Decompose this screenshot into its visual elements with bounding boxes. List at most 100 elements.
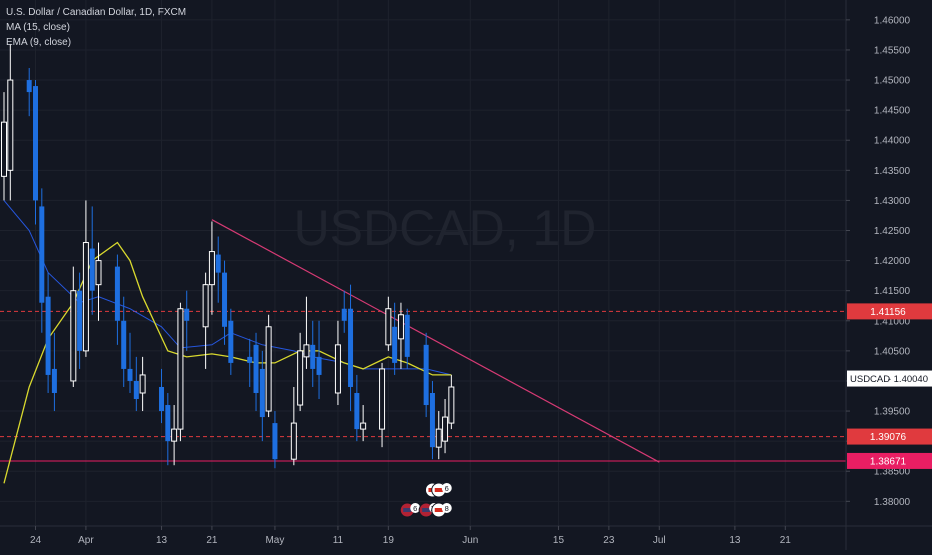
candle-body-up [177, 308, 184, 430]
grid [0, 0, 846, 526]
candle [341, 290, 347, 333]
candle-body-down [159, 386, 165, 412]
candle [442, 399, 449, 454]
level-price-badge [847, 452, 932, 469]
candles [1, 43, 455, 469]
price-tick-label: 1.39500 [874, 407, 911, 418]
price-tick-label: 1.41500 [874, 286, 911, 297]
time-tick-label: 24 [30, 535, 42, 546]
candle [45, 272, 51, 393]
candle-body-down [127, 368, 133, 381]
candle [435, 411, 442, 460]
price-tick-label: 1.44000 [874, 136, 911, 147]
candle-body-down [33, 86, 39, 201]
candle [89, 206, 95, 315]
candle-body-up [297, 350, 304, 406]
candle-body-up [379, 368, 386, 430]
candle [360, 405, 367, 442]
level-price-badge [847, 303, 932, 320]
level-price-label: 1.38671 [870, 456, 907, 467]
candle-body-down [392, 326, 398, 363]
flag-stripe [434, 488, 443, 492]
candle-body-up [7, 79, 14, 171]
candle [334, 320, 341, 406]
time-tick-label: 21 [206, 535, 218, 546]
candle-body-up [139, 374, 146, 394]
price-tick-label: 1.46000 [874, 15, 911, 26]
time-tick-label: 11 [333, 535, 344, 546]
candle [70, 266, 77, 387]
price-tick-label: 1.43500 [874, 166, 911, 177]
candle-body-down [259, 368, 265, 418]
candle [77, 272, 83, 369]
candle [127, 332, 133, 393]
last-price-symbol: USDCAD [850, 374, 890, 385]
candle [448, 374, 455, 430]
candle [184, 290, 190, 351]
symbol-title[interactable]: U.S. Dollar / Canadian Dollar, 1D, FXCM [6, 7, 187, 18]
time-tick-label: 21 [780, 535, 792, 546]
candle-body-down [184, 308, 190, 321]
event-marker[interactable]: 8 [431, 502, 452, 518]
candle-body-up [82, 242, 89, 352]
candle [290, 386, 297, 466]
price-tick-label: 1.45500 [874, 45, 911, 56]
candle [51, 332, 57, 412]
price-tick-label: 1.45000 [874, 76, 911, 87]
candle-body-up [171, 428, 178, 442]
time-axis[interactable]: 24 Apr 13 21 May 11 19 Jun 15 23 Jul 13 21 [30, 526, 791, 546]
price-tick-label: 1.44500 [874, 106, 911, 117]
horizontal-levels[interactable] [0, 310, 846, 462]
candle-body-down [121, 320, 127, 369]
candle [1, 92, 7, 201]
candle-body-up [70, 290, 77, 382]
ema-legend[interactable]: EMA (9, close) [6, 37, 72, 48]
candle-body-down [247, 356, 253, 363]
candle [354, 374, 360, 442]
level-price-label: 1.39076 [870, 432, 907, 443]
candle-body-down [316, 356, 322, 375]
candle-body-down [89, 248, 95, 291]
price-tick-label: 1.43000 [874, 196, 911, 207]
event-marker[interactable]: 6 [431, 482, 452, 498]
candle-body-down [253, 344, 259, 393]
time-tick-label: Jul [653, 535, 666, 546]
candle-body-down [39, 206, 45, 303]
candle [404, 308, 410, 369]
event-count: 8 [445, 504, 449, 513]
event-marker[interactable]: 6 [399, 502, 421, 518]
time-tick-label: Jun [462, 535, 478, 546]
candle [310, 320, 316, 387]
candle [33, 80, 39, 225]
candle [82, 200, 89, 357]
candle [259, 350, 265, 442]
candle-body-down [77, 290, 83, 351]
candle-body-down [310, 344, 316, 369]
candle [272, 411, 278, 469]
symbol-watermark: USDCAD, 1D [294, 200, 597, 256]
candle-body-down [348, 308, 354, 387]
candle-body-down [429, 392, 435, 448]
trendline-layer[interactable] [211, 219, 660, 463]
candle-body-up [435, 428, 442, 448]
candle-body-down [423, 344, 429, 406]
descending-trendline[interactable] [211, 219, 660, 463]
candle-body-up [265, 326, 272, 412]
ma-legend[interactable]: MA (15, close) [6, 22, 70, 33]
event-count-badge [410, 503, 421, 513]
event-count: 6 [445, 484, 449, 493]
candle-body-down [165, 405, 171, 442]
economic-events[interactable]: 266118 [399, 482, 452, 518]
candle-body-up [385, 308, 392, 346]
candle [171, 405, 178, 466]
candle-body-down [45, 296, 51, 375]
level-price-label: 1.41156 [870, 307, 906, 318]
candle-body-down [404, 314, 410, 357]
candle-body-up [208, 251, 215, 286]
candle [385, 296, 392, 351]
candle-body-down [222, 272, 228, 327]
chart-legend: U.S. Dollar / Canadian Dollar, 1D, FXCM … [6, 5, 186, 50]
